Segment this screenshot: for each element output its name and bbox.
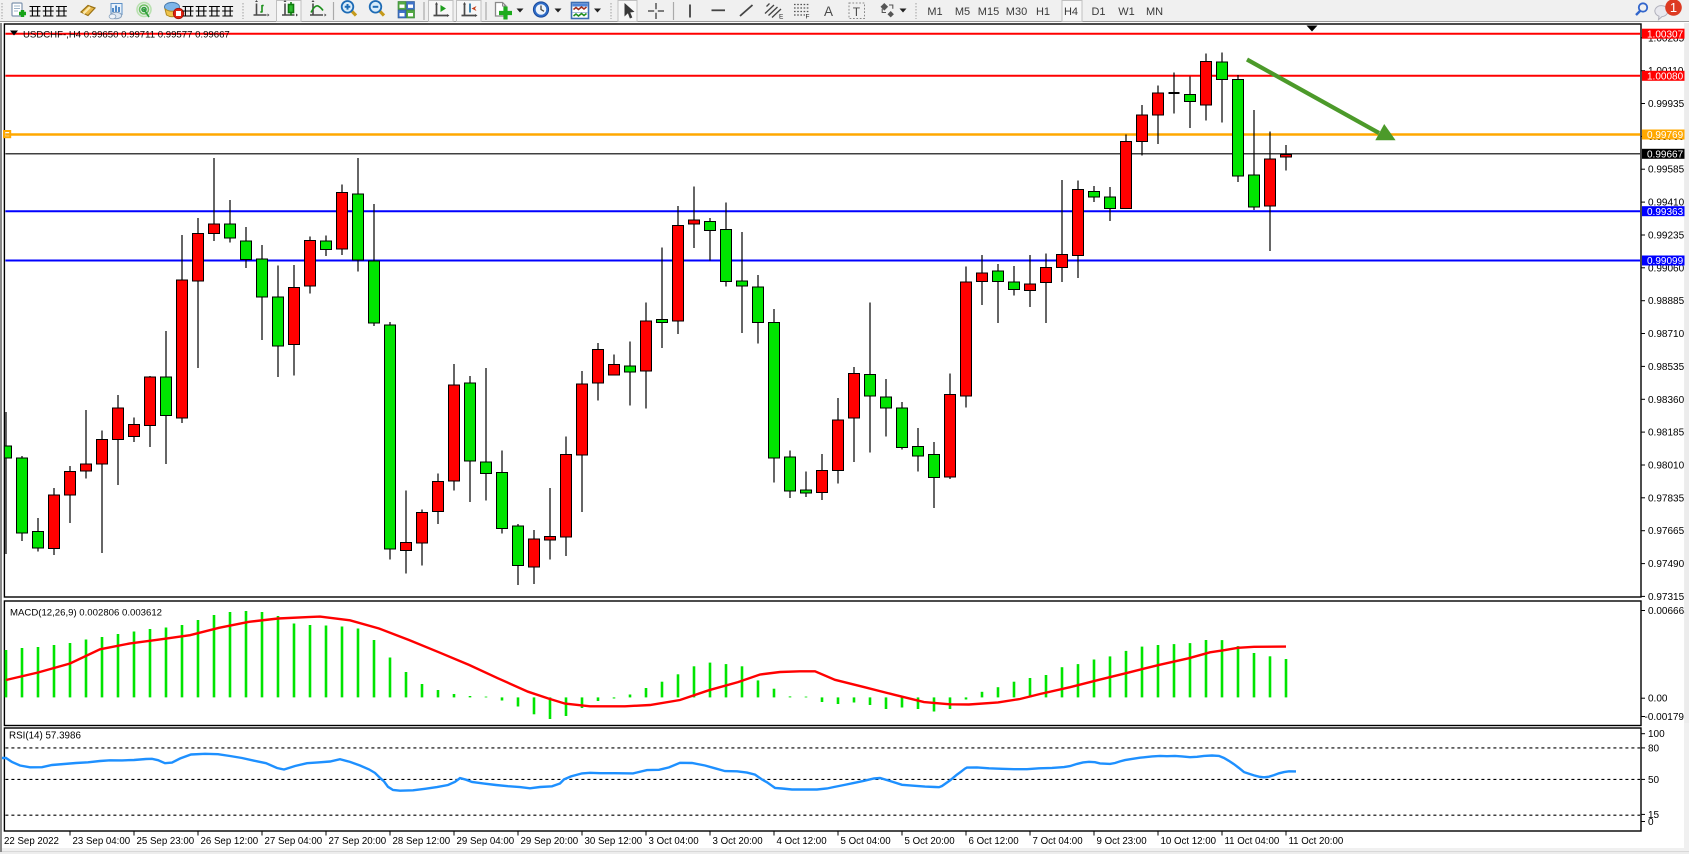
- svg-text:0.006664: 0.006664: [1648, 606, 1689, 617]
- svg-text:RSI(14) 57.3986: RSI(14) 57.3986: [9, 731, 81, 742]
- svg-text:W1: W1: [1118, 6, 1135, 18]
- svg-text:M1: M1: [927, 6, 942, 18]
- svg-text:0.98360: 0.98360: [1648, 395, 1685, 406]
- svg-text:-0.001798: -0.001798: [1645, 712, 1689, 723]
- svg-text:29 Sep 20:00: 29 Sep 20:00: [521, 836, 579, 847]
- svg-text:0.97315: 0.97315: [1648, 592, 1685, 603]
- svg-text:1.00080: 1.00080: [1647, 71, 1684, 82]
- svg-text:M5: M5: [955, 6, 970, 18]
- svg-text:29 Sep 04:00: 29 Sep 04:00: [457, 836, 515, 847]
- svg-text:1.00285: 1.00285: [1648, 33, 1685, 44]
- svg-text:0.99363: 0.99363: [1647, 207, 1684, 218]
- svg-text:USDCHF-,H4 0.99650 0.99711 0.9: USDCHF-,H4 0.99650 0.99711 0.99577 0.996…: [23, 29, 230, 40]
- svg-text:H1: H1: [1036, 6, 1050, 18]
- svg-text:3 Oct 04:00: 3 Oct 04:00: [649, 836, 700, 847]
- svg-text:25 Sep 23:00: 25 Sep 23:00: [137, 836, 195, 847]
- svg-text:0.00: 0.00: [1648, 694, 1668, 705]
- svg-text:0.98010: 0.98010: [1648, 461, 1685, 472]
- svg-text:0.97490: 0.97490: [1648, 559, 1685, 570]
- svg-text:0.99099: 0.99099: [1647, 256, 1684, 267]
- svg-text:100: 100: [1648, 729, 1665, 740]
- svg-text:1: 1: [1670, 0, 1677, 15]
- svg-text:10 Oct 12:00: 10 Oct 12:00: [1161, 836, 1217, 847]
- svg-text:0: 0: [1648, 817, 1654, 828]
- svg-text:26 Sep 12:00: 26 Sep 12:00: [201, 836, 259, 847]
- svg-text:23 Sep 04:00: 23 Sep 04:00: [73, 836, 131, 847]
- svg-text:A: A: [824, 4, 833, 19]
- svg-text:E: E: [779, 14, 784, 21]
- svg-text:M15: M15: [978, 6, 999, 18]
- svg-text:T: T: [853, 5, 861, 19]
- svg-text:0.98535: 0.98535: [1648, 362, 1685, 373]
- svg-text:28 Sep 12:00: 28 Sep 12:00: [393, 836, 451, 847]
- svg-text:0.98885: 0.98885: [1648, 296, 1685, 307]
- svg-text:22 Sep 2022: 22 Sep 2022: [4, 836, 59, 847]
- svg-text:0.99060: 0.99060: [1648, 263, 1685, 274]
- svg-text:0.99769: 0.99769: [1647, 130, 1684, 141]
- svg-text:0.99410: 0.99410: [1648, 198, 1685, 209]
- svg-text:H4: H4: [1064, 6, 1078, 18]
- svg-text:0.98185: 0.98185: [1648, 428, 1685, 439]
- svg-text:MN: MN: [1146, 6, 1163, 18]
- svg-text:0.99585: 0.99585: [1648, 165, 1685, 176]
- svg-text:1.00307: 1.00307: [1647, 29, 1684, 40]
- svg-text:0.99935: 0.99935: [1648, 99, 1685, 110]
- svg-text:50: 50: [1648, 775, 1660, 786]
- svg-text:11 Oct 20:00: 11 Oct 20:00: [1289, 836, 1344, 847]
- svg-text:0.99667: 0.99667: [1647, 149, 1684, 160]
- svg-text:M30: M30: [1006, 6, 1027, 18]
- svg-text:0.97665: 0.97665: [1648, 526, 1685, 537]
- svg-text:3 Oct 20:00: 3 Oct 20:00: [713, 836, 764, 847]
- svg-text:0.99235: 0.99235: [1648, 231, 1685, 242]
- svg-text:0.98710: 0.98710: [1648, 329, 1685, 340]
- svg-text:80: 80: [1648, 743, 1660, 754]
- svg-text:0.97835: 0.97835: [1648, 493, 1685, 504]
- svg-text:7 Oct 04:00: 7 Oct 04:00: [1033, 836, 1084, 847]
- svg-text:15: 15: [1648, 810, 1660, 821]
- svg-text:D1: D1: [1091, 6, 1105, 18]
- svg-text:30 Sep 12:00: 30 Sep 12:00: [585, 836, 643, 847]
- svg-text:F: F: [806, 14, 810, 21]
- svg-text:5 Oct 04:00: 5 Oct 04:00: [841, 836, 892, 847]
- svg-text:MACD(12,26,9) 0.002806 0.00361: MACD(12,26,9) 0.002806 0.003612: [10, 608, 162, 619]
- svg-text:11 Oct 04:00: 11 Oct 04:00: [1225, 836, 1280, 847]
- svg-text:27 Sep 20:00: 27 Sep 20:00: [329, 836, 387, 847]
- svg-text:4 Oct 12:00: 4 Oct 12:00: [777, 836, 828, 847]
- svg-text:27 Sep 04:00: 27 Sep 04:00: [265, 836, 323, 847]
- svg-text:5 Oct 20:00: 5 Oct 20:00: [905, 836, 956, 847]
- svg-text:9 Oct 23:00: 9 Oct 23:00: [1097, 836, 1148, 847]
- svg-text:6 Oct 12:00: 6 Oct 12:00: [969, 836, 1020, 847]
